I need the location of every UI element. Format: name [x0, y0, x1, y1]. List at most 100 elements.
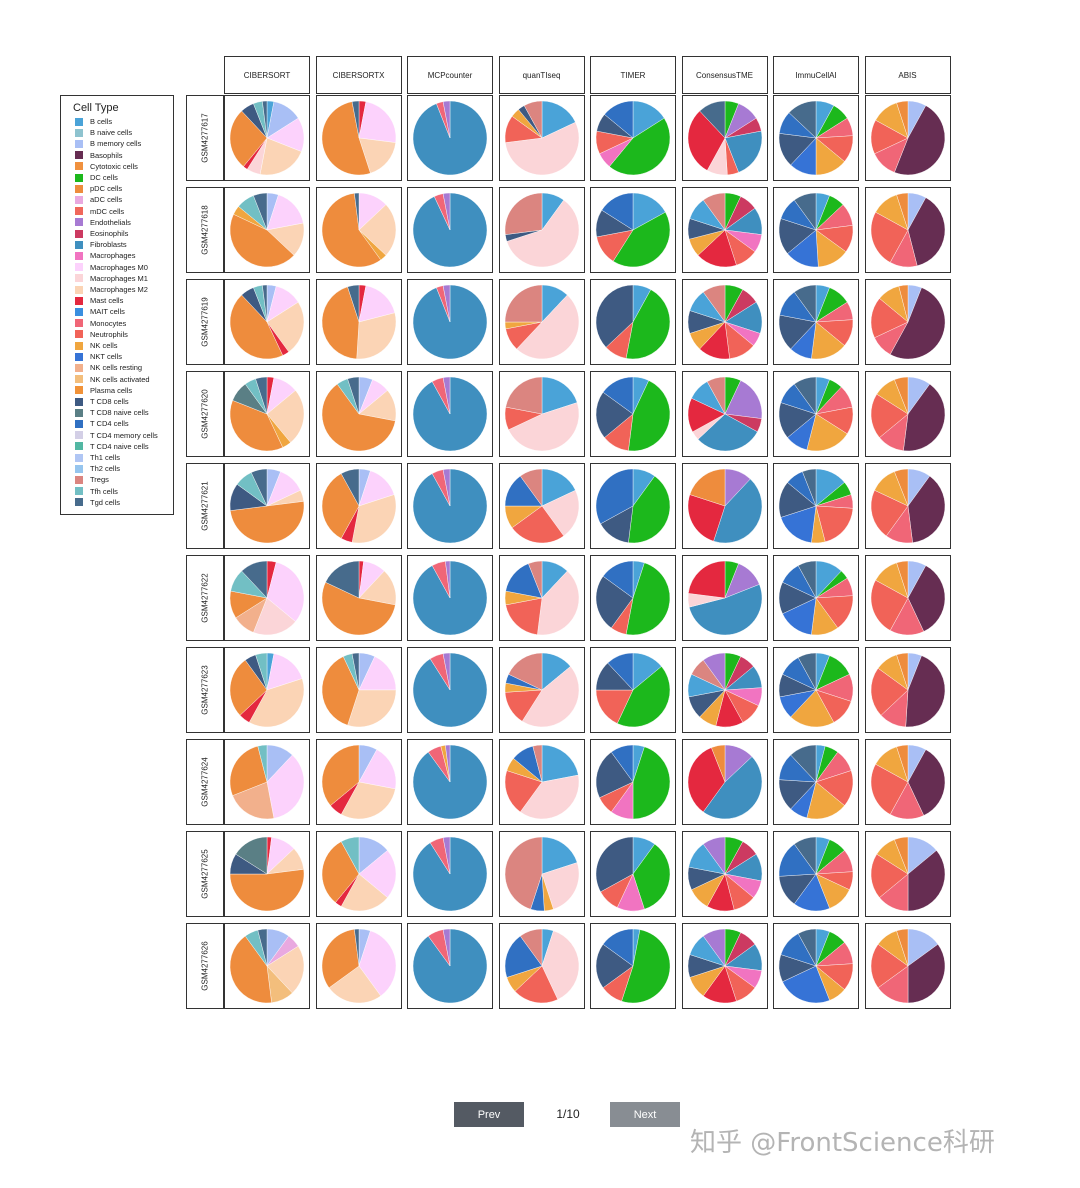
pie-chart — [778, 652, 854, 728]
pie-slice — [604, 100, 634, 139]
pie-chart — [229, 192, 305, 268]
legend-swatch — [75, 307, 83, 316]
pie-slice — [893, 376, 908, 415]
pie-slice — [898, 284, 908, 323]
pie-cell — [773, 555, 859, 641]
legend-swatch — [75, 207, 83, 216]
pie-slice — [229, 294, 284, 360]
pie-cell — [224, 463, 310, 549]
pie-chart — [778, 928, 854, 1004]
pie-slice — [815, 505, 854, 543]
pie-slice — [442, 836, 451, 875]
legend-item: T CD4 memory cells — [75, 430, 158, 441]
pie-slice — [706, 376, 725, 415]
pie-slice — [895, 560, 908, 599]
pie-slice — [689, 468, 725, 507]
pie-slice — [788, 100, 817, 139]
pie-slice — [253, 597, 296, 636]
legend-item: NK cells — [75, 340, 118, 351]
pie-cell — [498, 463, 585, 549]
pie-chart — [870, 100, 945, 176]
pie-slice — [358, 137, 396, 174]
pie-slice — [355, 312, 396, 360]
pie-chart — [412, 652, 488, 728]
pie-slice — [889, 287, 945, 360]
legend-swatch — [75, 341, 83, 350]
pie-slice — [702, 928, 725, 967]
pie-chart — [504, 284, 579, 360]
pie-chart — [321, 560, 396, 636]
pie-slice — [230, 501, 305, 544]
pie-slice — [504, 770, 542, 813]
pie-slice — [782, 965, 830, 1004]
legend-swatch — [75, 251, 83, 260]
legend-swatch — [75, 397, 83, 406]
pie-chart — [870, 836, 945, 912]
legend-swatch — [75, 442, 83, 451]
legend-swatch — [75, 453, 83, 462]
column-header: ABIS — [864, 56, 951, 94]
pie-slice — [870, 211, 908, 263]
pie-cell — [590, 187, 676, 273]
pie-slice — [609, 117, 671, 176]
legend-item: T CD8 naive cells — [75, 407, 149, 418]
pie-slice — [595, 391, 634, 438]
pie-cell — [773, 463, 859, 549]
pie-slice — [902, 383, 945, 452]
legend-label: Tregs — [90, 475, 109, 485]
pie-slice — [515, 294, 579, 360]
pie-cell — [864, 279, 951, 365]
legend-item: Macrophages — [75, 250, 135, 261]
column-header: ConsensusTME — [681, 56, 768, 94]
pie-chart — [687, 652, 762, 728]
pie-slice — [541, 100, 576, 139]
legend-label: B memory cells — [90, 139, 142, 149]
legend-label: NK cells resting — [90, 363, 143, 373]
prev-button[interactable]: Prev — [454, 1102, 524, 1127]
pie-slice — [702, 652, 725, 691]
pie-slice — [895, 928, 908, 967]
pie-slice — [351, 652, 359, 691]
pie-cell — [681, 279, 768, 365]
pie-slice — [797, 928, 817, 967]
pie-chart — [412, 284, 488, 360]
pie-chart — [504, 744, 579, 820]
column-header: TIMER — [590, 56, 676, 94]
legend-item: Monocytes — [75, 318, 126, 329]
pie-slice — [612, 211, 671, 268]
legend-label: T CD8 cells — [90, 397, 129, 406]
row-header: GSM4277621 — [186, 463, 224, 549]
pie-slice — [595, 575, 634, 629]
legend-label: Monocytes — [90, 318, 127, 328]
legend-item: T CD8 cells — [75, 396, 129, 407]
pie-slice — [541, 468, 576, 507]
pie-cell — [315, 831, 402, 917]
pie-cell — [407, 923, 493, 1009]
legend-swatch — [75, 240, 83, 249]
pie-cell — [864, 739, 951, 825]
pie-slice — [519, 774, 579, 820]
pie-slice — [702, 836, 725, 875]
pie-slice — [504, 376, 542, 415]
legend-label: Macrophages — [90, 251, 136, 261]
pie-cell — [407, 95, 493, 181]
pie-chart — [321, 376, 396, 452]
pie-cell — [590, 647, 676, 733]
pie-slice — [870, 393, 908, 438]
next-button[interactable]: Next — [610, 1102, 680, 1127]
pie-slice — [229, 659, 268, 716]
pie-chart — [687, 468, 762, 544]
pie-cell — [773, 647, 859, 733]
legend-label: Macrophages M1 — [90, 273, 148, 283]
pie-slice — [541, 744, 579, 783]
pie-slice — [519, 928, 542, 967]
pie-cell — [315, 95, 402, 181]
pie-cell — [590, 371, 676, 457]
legend-item: NK cells activated — [75, 374, 150, 385]
legend-swatch — [75, 117, 83, 126]
pie-slice — [232, 781, 275, 820]
legend-label: Cytotoxic cells — [90, 161, 138, 171]
pie-slice — [712, 478, 762, 544]
pie-slice — [610, 744, 634, 783]
pie-cell — [224, 279, 310, 365]
